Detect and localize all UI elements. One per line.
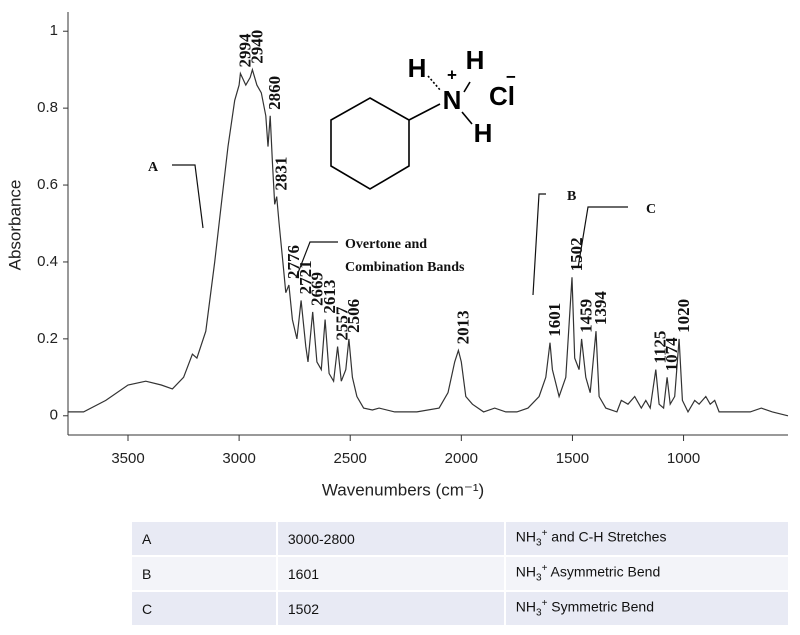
subscript: 3 [536, 537, 542, 549]
x-tick-label: 1500 [556, 450, 589, 467]
annotation: B [567, 189, 576, 204]
leader-line [577, 206, 628, 269]
peak-label: 2940 [247, 30, 266, 64]
charge: + [447, 65, 457, 84]
y-tick-label: 0.4 [37, 253, 58, 270]
table-cell: 1601 [275, 555, 506, 592]
superscript: + [541, 563, 548, 575]
superscript: + [541, 528, 548, 540]
leader-line [532, 193, 546, 296]
cell-text: NH [515, 598, 537, 615]
table-cell: B [130, 555, 278, 592]
chart: Absorbance Wavenumbers (cm⁻¹) H H N H Cl… [5, 12, 789, 499]
table-cell: 3000-2800 [275, 520, 506, 557]
y-tick-label: 0 [50, 407, 58, 424]
peak-label: 1601 [545, 303, 564, 337]
bond [427, 75, 442, 92]
peak-label: 2994 [235, 33, 254, 68]
table-row: B 1601 NH3+ Asymmetric Bend [130, 555, 791, 592]
table-cell: NH3+ and C-H Stretches [503, 520, 791, 557]
cell-text: NH [515, 563, 537, 580]
charge: − [506, 67, 516, 86]
atom: H [466, 45, 485, 75]
annotation: C [646, 202, 656, 217]
peak-label: 1074 [662, 337, 681, 372]
bond [461, 111, 473, 125]
peak-label: 2506 [344, 299, 363, 333]
subscript: 3 [536, 572, 542, 584]
assignment-table: A 3000-2800 NH3+ and C-H Stretches B 1601 NH3… [130, 520, 791, 627]
atom: H [474, 118, 493, 148]
atom: N [443, 85, 462, 115]
cell-text: Symmetric Bend [547, 598, 655, 615]
peak-label: 1459 [576, 299, 595, 333]
ring [330, 97, 410, 190]
annotation: Combination Bands [345, 260, 465, 275]
peak-label: 1020 [674, 299, 693, 333]
annotation: Overtone and [345, 237, 427, 252]
table-cell: C [130, 590, 278, 627]
peak-label: 2860 [265, 76, 284, 110]
table-row: A 3000-2800 NH3+ and C-H Stretches [130, 520, 791, 557]
y-axis-title: Absorbance [5, 180, 24, 271]
peak-label: 2669 [308, 272, 327, 306]
y-tick-label: 0.6 [37, 176, 58, 193]
peak-label: 2013 [453, 310, 472, 344]
atom: Cl [489, 81, 515, 111]
superscript: + [541, 598, 548, 610]
peak-label: 2831 [272, 157, 291, 191]
x-axis-title: Wavenumbers (cm⁻¹) [322, 480, 484, 499]
spectrum-line [68, 67, 789, 417]
structure [330, 75, 473, 190]
cell-text: and C-H Stretches [547, 528, 667, 545]
x-tick-label: 3500 [111, 450, 144, 467]
peak-label: 2721 [296, 260, 315, 294]
cell-text: NH [515, 528, 537, 545]
peak-label: 2613 [320, 280, 339, 314]
x-tick-label: 2500 [334, 450, 367, 467]
peak-label: 1394 [591, 291, 610, 326]
table-cell: NH3+ Asymmetric Bend [503, 555, 791, 592]
atom: H [408, 53, 427, 83]
annotation: A [148, 160, 159, 175]
subscript: 3 [536, 607, 542, 619]
peak-label: 2776 [284, 245, 303, 279]
peak-label: 2557 [332, 306, 351, 341]
x-tick-label: 2000 [445, 450, 478, 467]
y-tick-label: 0.2 [37, 330, 58, 347]
leader-line [295, 241, 338, 279]
bond [463, 81, 471, 93]
y-tick-label: 1 [50, 22, 58, 39]
leader-line [172, 164, 204, 229]
peak-label: 1125 [651, 331, 670, 364]
table-row: C 1502 NH3+ Symmetric Bend [130, 590, 791, 627]
table-cell: A [130, 520, 278, 557]
x-tick-label: 1000 [667, 450, 700, 467]
table-cell: NH3+ Symmetric Bend [503, 590, 791, 627]
cell-text: Asymmetric Bend [547, 563, 661, 580]
table-cell: 1502 [275, 590, 506, 627]
peak-label: 1502 [567, 237, 586, 271]
x-tick-label: 3000 [222, 450, 255, 467]
bond [408, 103, 441, 121]
y-tick-label: 0.8 [37, 99, 58, 116]
